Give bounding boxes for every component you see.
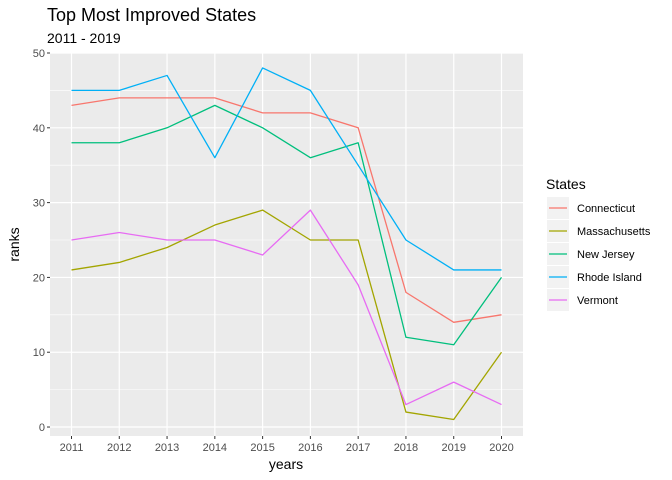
x-tick-label: 2018 <box>394 442 418 454</box>
series-line-new-jersey <box>71 104 503 346</box>
series-line-connecticut <box>71 97 502 323</box>
plot-panel <box>50 53 523 436</box>
y-tick-label: 20 <box>33 272 45 284</box>
legend-item-vermont: Vermont <box>547 289 618 311</box>
series-lines <box>71 67 503 421</box>
y-tick-label: 0 <box>39 422 45 434</box>
x-axis-title: years <box>269 456 303 472</box>
legend-item-connecticut: Connecticut <box>547 197 635 219</box>
series-line-massachusetts <box>71 209 503 421</box>
legend-item-rhode-island: Rhode Island <box>547 266 642 288</box>
x-tick-label: 2015 <box>250 442 274 454</box>
x-tick-label: 2020 <box>489 442 513 454</box>
legend-label: Vermont <box>577 295 618 307</box>
chart-title: Top Most Improved States <box>47 5 256 25</box>
legend-label: New Jersey <box>577 249 635 261</box>
y-tick-label: 40 <box>33 123 45 135</box>
legend-item-new-jersey: New Jersey <box>547 243 635 265</box>
series-line-rhode-island <box>71 67 502 271</box>
minor-gridlines <box>50 90 523 390</box>
chart-subtitle: 2011 - 2019 <box>47 30 121 46</box>
y-tick-label: 50 <box>33 48 45 60</box>
legend-label: Connecticut <box>577 203 635 215</box>
legend-label: Rhode Island <box>577 272 642 284</box>
x-tick-label: 2011 <box>60 442 84 454</box>
y-tick-label: 10 <box>33 347 45 359</box>
y-axis-ticks: 0 10 20 30 40 50 <box>33 48 50 434</box>
legend-title: States <box>546 176 586 192</box>
legend: States Connecticut Massachusetts New Jerse… <box>546 176 651 311</box>
x-tick-label: 2012 <box>107 442 131 454</box>
legend-label: Massachusetts <box>577 226 651 238</box>
x-tick-label: 2014 <box>203 442 227 454</box>
x-tick-label: 2017 <box>346 442 370 454</box>
legend-item-massachusetts: Massachusetts <box>547 220 651 242</box>
x-axis-ticks: 2011 2012 2013 2014 2015 2016 2017 2018 2019 2020 <box>60 436 514 454</box>
major-gridlines <box>50 52 523 436</box>
x-tick-label: 2013 <box>155 442 179 454</box>
x-tick-label: 2019 <box>441 442 465 454</box>
series-line-vermont <box>71 209 502 406</box>
y-tick-label: 30 <box>33 198 45 210</box>
x-tick-label: 2016 <box>298 442 322 454</box>
y-axis-title: ranks <box>6 227 22 261</box>
